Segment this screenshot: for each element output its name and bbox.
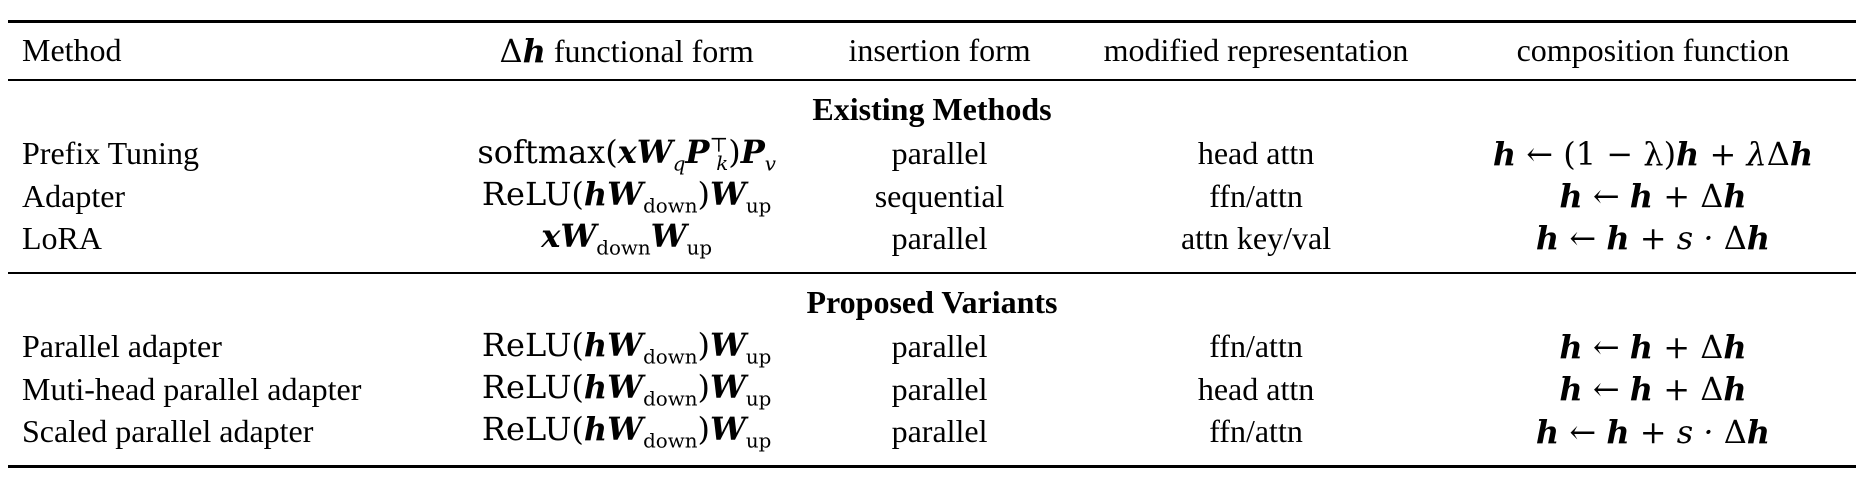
header-modified-representation: modified representation	[1103, 32, 1409, 69]
functional-form: softmax(xWqP⊤k)Pv	[477, 132, 776, 175]
insertion-form: parallel	[891, 219, 988, 256]
modified-representation: head attn	[1197, 370, 1315, 407]
table-row: Adapter ReLU(hWdown)Wup sequential ffn/a…	[8, 175, 1856, 217]
header-composition-function: composition function	[1516, 32, 1790, 69]
functional-form: xWdownWup	[541, 217, 713, 260]
composition-function: h ← h + s · Δh	[1535, 219, 1771, 258]
delta-symbol: Δ	[499, 31, 523, 70]
insertion-form: sequential	[874, 177, 1005, 214]
table-row: Scaled parallel adapter ReLU(hWdown)Wup …	[8, 410, 1856, 467]
functional-form: ReLU(hWdown)Wup	[481, 174, 772, 218]
table-row: Parallel adapter ReLU(hWdown)Wup paralle…	[8, 326, 1856, 368]
modified-representation: ffn/attn	[1209, 177, 1303, 214]
method-name: Muti-head parallel adapter	[22, 370, 362, 407]
functional-form: ReLU(hWdown)Wup	[481, 410, 772, 453]
section-header-existing: Existing Methods	[8, 80, 1856, 133]
composition-function: h ← (1 − λ)h + λΔh	[1492, 134, 1814, 173]
composition-function: h ← h + s · Δh	[1535, 412, 1771, 451]
header-insertion-form: insertion form	[848, 32, 1031, 69]
modified-representation: attn key/val	[1180, 219, 1332, 256]
modified-representation: ffn/attn	[1209, 413, 1303, 450]
method-name: Parallel adapter	[22, 328, 222, 365]
h-symbol: h	[522, 31, 546, 70]
insertion-form: parallel	[891, 328, 988, 365]
header-row: Method Δh functional form insertion form…	[8, 21, 1856, 80]
table-row: LoRA xWdownWup parallel attn key/val h ←…	[8, 217, 1856, 272]
insertion-form: parallel	[891, 413, 988, 450]
section-header-proposed: Proposed Variants	[8, 272, 1856, 326]
section-title-proposed: Proposed Variants	[806, 284, 1058, 321]
method-name: Prefix Tuning	[22, 135, 199, 172]
composition-function: h ← h + Δh	[1559, 370, 1747, 409]
method-name: LoRA	[22, 219, 102, 256]
method-name: Scaled parallel adapter	[22, 413, 314, 450]
method-name: Adapter	[22, 177, 126, 214]
header-functional-form-text: functional form	[545, 32, 754, 69]
comparison-table-container: Method Δh functional form insertion form…	[8, 20, 1856, 468]
functional-form: ReLU(hWdown)Wup	[481, 325, 772, 369]
header-functional-form: Δh functional form	[436, 22, 817, 80]
functional-form: ReLU(hWdown)Wup	[481, 368, 772, 411]
comparison-table: Method Δh functional form insertion form…	[8, 20, 1856, 468]
composition-function: h ← h + Δh	[1559, 327, 1747, 366]
insertion-form: parallel	[891, 370, 988, 407]
section-title-existing: Existing Methods	[812, 91, 1052, 127]
table-row: Muti-head parallel adapter ReLU(hWdown)W…	[8, 368, 1856, 410]
header-method: Method	[22, 32, 122, 69]
modified-representation: ffn/attn	[1209, 328, 1303, 365]
composition-function: h ← h + Δh	[1559, 177, 1747, 216]
modified-representation: head attn	[1197, 135, 1315, 172]
table-row: Prefix Tuning softmax(xWqP⊤k)Pv parallel…	[8, 133, 1856, 175]
insertion-form: parallel	[891, 135, 988, 172]
